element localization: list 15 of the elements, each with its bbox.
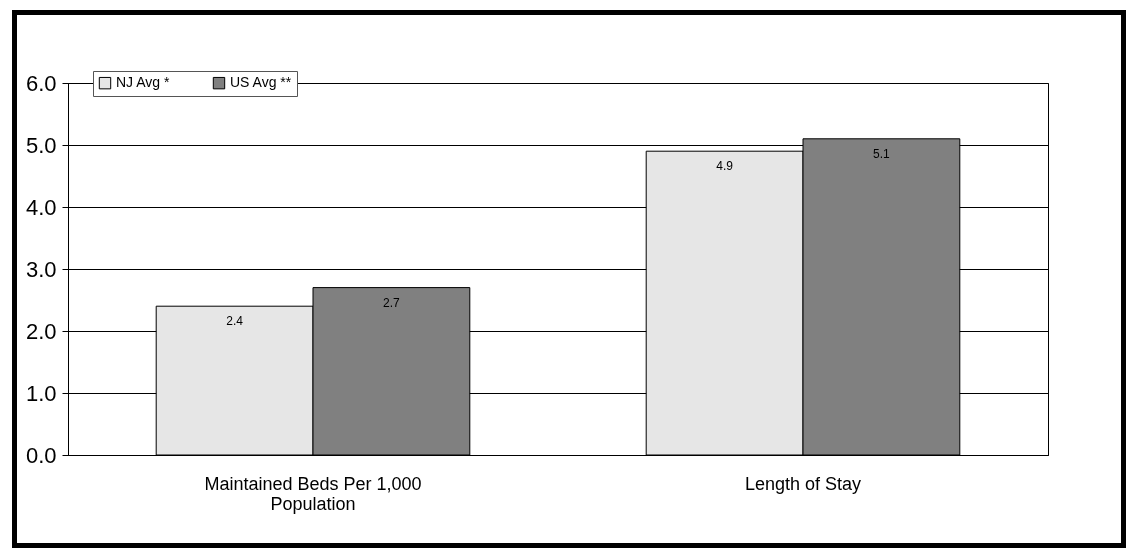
y-tick-label: 4.0 <box>25 194 57 220</box>
x-tick-label: Maintained Beds Per 1,000 Population <box>204 473 422 514</box>
x-tick-label: Length of Stay <box>744 473 862 494</box>
data-label: 2.7 <box>383 295 401 310</box>
y-tick-label: 2.0 <box>25 318 57 344</box>
data-label: 5.1 <box>873 146 891 161</box>
y-tick-label: 6.0 <box>25 70 57 96</box>
y-tick-label: 0.0 <box>25 442 57 468</box>
legend-label: NJ Avg * <box>116 74 170 91</box>
data-label: 4.9 <box>716 159 734 174</box>
y-tick-label: 5.0 <box>25 132 57 158</box>
legend-label: US Avg ** <box>230 74 292 91</box>
data-label: 2.4 <box>226 314 244 329</box>
y-tick-label: 1.0 <box>25 380 57 406</box>
y-tick-label: 3.0 <box>25 256 57 282</box>
